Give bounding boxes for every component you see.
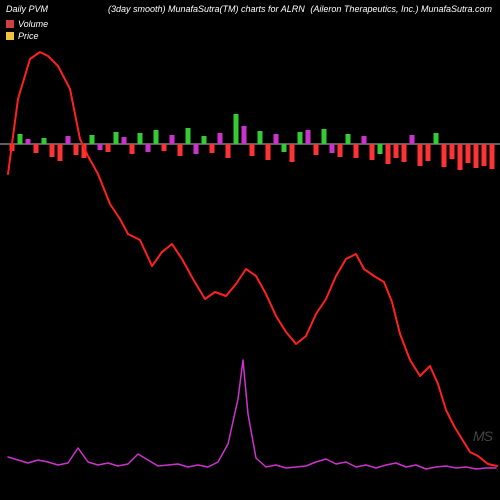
header-title-mid: (3day smooth) MunafaSutra(TM) charts for… xyxy=(108,4,305,14)
chart-svg xyxy=(0,44,500,500)
legend: Volume Price xyxy=(6,18,48,42)
header-title-right: (Aileron Therapeutics, Inc.) MunafaSutra… xyxy=(310,4,492,14)
chart-area xyxy=(0,44,500,500)
legend-volume: Volume xyxy=(6,18,48,30)
header-title-left: Daily PVM xyxy=(6,4,48,14)
watermark: MS xyxy=(473,428,492,444)
legend-price-swatch xyxy=(6,32,14,40)
legend-price-label: Price xyxy=(18,31,39,41)
legend-volume-label: Volume xyxy=(18,19,48,29)
legend-volume-swatch xyxy=(6,20,14,28)
legend-price: Price xyxy=(6,30,48,42)
chart-header: Daily PVM (3day smooth) MunafaSutra(TM) … xyxy=(0,4,500,18)
